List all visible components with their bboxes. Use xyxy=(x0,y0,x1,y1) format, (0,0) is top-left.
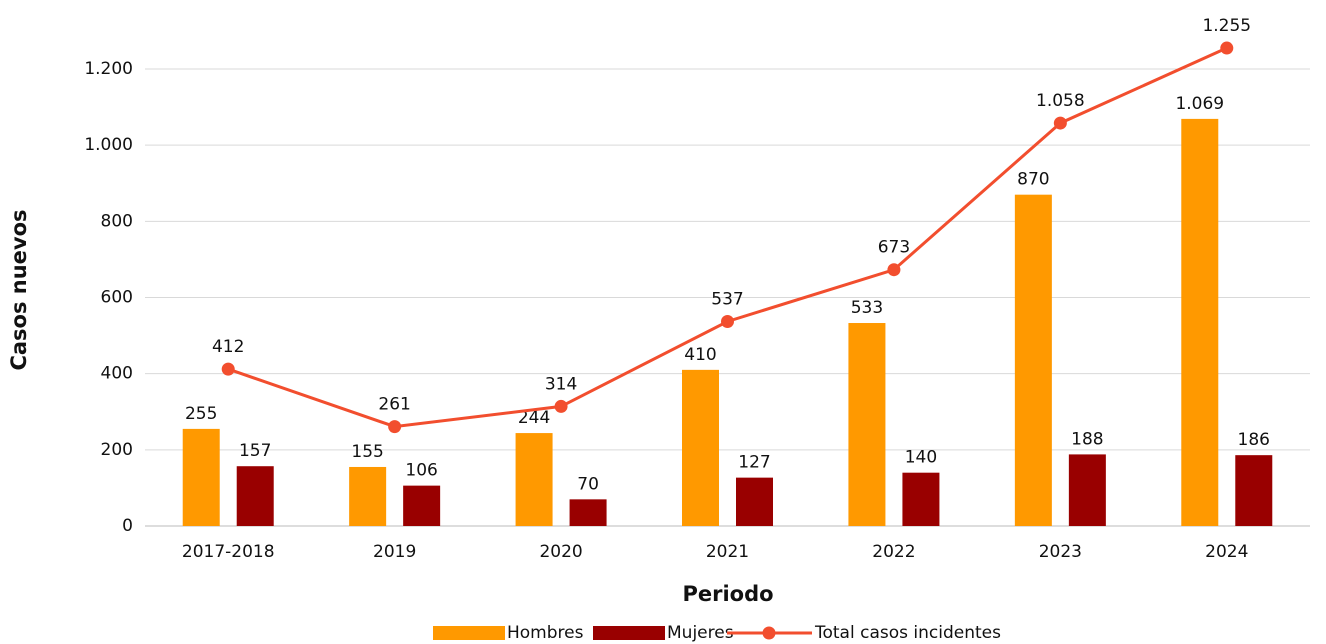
bar xyxy=(515,433,553,526)
data-label: 1.255 xyxy=(1202,16,1251,36)
data-label: 673 xyxy=(878,238,910,258)
bar xyxy=(1068,454,1106,526)
data-label: 127 xyxy=(738,453,770,473)
line-point xyxy=(388,420,402,434)
data-label: 1.058 xyxy=(1036,91,1085,111)
data-label: 255 xyxy=(185,404,217,424)
data-label: 412 xyxy=(212,337,244,357)
data-label: 155 xyxy=(351,442,383,462)
bar xyxy=(349,466,387,526)
y-tick-label: 1.000 xyxy=(84,135,133,155)
y-tick-label: 0 xyxy=(122,516,133,536)
x-axis-title: Periodo xyxy=(682,582,773,606)
data-label: 157 xyxy=(239,441,271,461)
line-point xyxy=(887,263,901,277)
y-tick-label: 800 xyxy=(101,211,133,231)
legend-swatch xyxy=(762,626,776,640)
y-axis-title: Casos nuevos xyxy=(7,209,31,370)
legend-swatch xyxy=(593,626,665,640)
line-point xyxy=(554,399,568,413)
y-tick-label: 200 xyxy=(101,440,133,460)
x-tick-label: 2022 xyxy=(872,542,915,562)
data-label: 106 xyxy=(405,461,437,481)
line-point xyxy=(1220,41,1234,55)
bar xyxy=(902,472,940,526)
data-label: 870 xyxy=(1017,170,1049,190)
x-tick-label: 2024 xyxy=(1205,542,1248,562)
data-label: 410 xyxy=(684,345,716,365)
line-point xyxy=(221,362,235,376)
x-tick-label: 2017-2018 xyxy=(182,542,275,562)
data-label: 1.069 xyxy=(1175,94,1224,114)
legend-label: Total casos incidentes xyxy=(814,623,1001,643)
data-label: 537 xyxy=(711,289,743,309)
data-label: 314 xyxy=(545,374,577,394)
bar xyxy=(236,466,274,526)
data-label: 244 xyxy=(518,408,550,428)
legend-label: Mujeres xyxy=(667,623,734,643)
x-tick-label: 2020 xyxy=(539,542,582,562)
bar xyxy=(1014,194,1052,527)
line-point xyxy=(721,314,734,328)
y-tick-label: 1.200 xyxy=(84,59,133,79)
y-tick-label: 400 xyxy=(101,364,133,384)
legend-swatch xyxy=(433,626,505,640)
data-label: 186 xyxy=(1238,430,1270,450)
data-label: 188 xyxy=(1071,429,1103,449)
bar xyxy=(569,499,607,526)
bar xyxy=(736,477,773,526)
line-point xyxy=(1053,116,1067,130)
data-label: 261 xyxy=(378,395,410,415)
x-tick-label: 2019 xyxy=(373,542,416,562)
data-label: 70 xyxy=(577,474,599,494)
data-label: 140 xyxy=(905,448,937,468)
bar xyxy=(848,323,886,526)
bar xyxy=(403,485,441,526)
bar xyxy=(1235,455,1273,526)
x-tick-label: 2021 xyxy=(706,542,749,562)
bar xyxy=(682,369,719,526)
legend-label: Hombres xyxy=(507,623,584,643)
y-tick-label: 600 xyxy=(101,288,133,308)
bar xyxy=(1181,118,1219,527)
x-tick-label: 2023 xyxy=(1039,542,1082,562)
bar xyxy=(182,428,220,526)
data-label: 533 xyxy=(851,298,883,318)
